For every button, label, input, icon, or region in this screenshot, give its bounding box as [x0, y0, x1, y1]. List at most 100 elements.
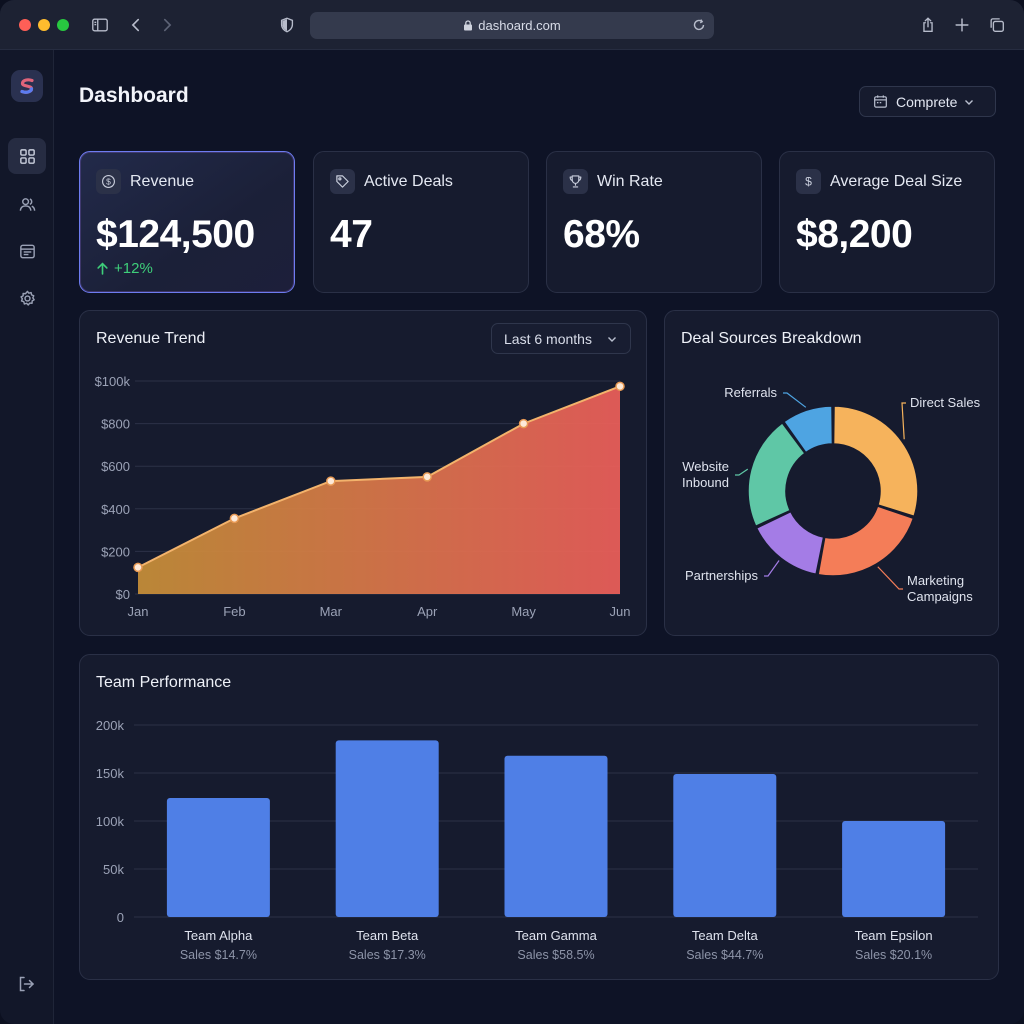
- team-bar: [842, 821, 946, 917]
- donut-slice: [817, 505, 915, 577]
- donut-slice: [832, 405, 919, 518]
- team-sales-label: Sales $17.3%: [349, 948, 426, 962]
- team-label: Team Epsilon: [855, 928, 933, 943]
- chevron-down-icon: [965, 100, 973, 105]
- data-point: [518, 418, 529, 429]
- dashboard-icon: [19, 148, 35, 164]
- data-point: [615, 381, 625, 392]
- team-label: Team Gamma: [515, 928, 597, 943]
- sidebar-item-reports[interactable]: [8, 233, 46, 269]
- logout-icon[interactable]: [16, 974, 36, 994]
- sidebar-item-dashboard[interactable]: [8, 138, 46, 174]
- slice-label: Partnerships: [685, 568, 758, 583]
- team-bar: [504, 755, 608, 917]
- revenue-trend-title: Revenue Trend: [96, 330, 206, 347]
- deal-sources-title: Deal Sources Breakdown: [681, 330, 862, 347]
- sidebar: [0, 50, 54, 1024]
- arrow-up-icon: [97, 262, 108, 275]
- dollar-icon: $: [96, 169, 121, 194]
- sidebar-item-settings[interactable]: [8, 280, 46, 316]
- minimize-window-button[interactable]: [38, 19, 50, 31]
- url-text: dashoard.com: [478, 18, 561, 33]
- sidebar-toggle-icon[interactable]: [89, 14, 111, 36]
- revenue-trend-card: Revenue Trend Last 6 months $0 $200 $400 $6…: [79, 310, 647, 636]
- kpi-card-active-deals[interactable]: Active Deals 47: [313, 151, 529, 293]
- kpi-label: Average Deal Size: [830, 173, 963, 190]
- team-sales-label: Sales $58.5%: [517, 948, 594, 962]
- team-sales-label: Sales $20.1%: [855, 948, 932, 962]
- donut-slice: [755, 510, 825, 576]
- leader-line: [901, 402, 906, 440]
- kpi-value: 47: [330, 213, 373, 256]
- new-tab-icon[interactable]: [951, 14, 973, 36]
- slice-label: Campaigns: [907, 589, 973, 604]
- data-point: [133, 562, 143, 573]
- x-tick-label: Feb: [223, 604, 245, 619]
- x-tick-label: Apr: [417, 604, 438, 619]
- leader-line: [735, 468, 749, 476]
- kpi-delta: +12%: [96, 260, 153, 277]
- users-icon: [19, 197, 35, 211]
- y-tick-label: $800: [101, 417, 130, 432]
- y-tick-label: $400: [101, 502, 130, 517]
- team-label: Team Alpha: [184, 928, 253, 943]
- donut-slice: [747, 421, 806, 528]
- slice-label: Direct Sales: [910, 395, 981, 410]
- sidebar-item-users[interactable]: [8, 186, 46, 222]
- revenue-line: [137, 385, 621, 569]
- slice-label: Inbound: [682, 475, 729, 490]
- team-performance-card: Team Performance 0 50k 100k 150k 200k Team Al…: [79, 654, 999, 980]
- date-filter-dropdown[interactable]: Comprete: [859, 86, 996, 117]
- tabs-icon[interactable]: [986, 14, 1008, 36]
- maximize-window-button[interactable]: [57, 19, 69, 31]
- x-tick-label: Mar: [320, 604, 343, 619]
- y-tick-label: $200: [101, 544, 130, 559]
- app-logo[interactable]: [11, 70, 43, 102]
- team-performance-chart: 0 50k 100k 150k 200k Team Alpha Sales $14.7% Te…: [96, 718, 978, 962]
- tag-icon: [330, 169, 355, 194]
- calendar-icon: [874, 95, 887, 108]
- kpi-card-average-deal-size[interactable]: $ Average Deal Size $8,200: [779, 151, 995, 293]
- y-tick-label: 200k: [96, 718, 125, 733]
- kpi-delta-text: +12%: [114, 260, 153, 277]
- kpi-card-revenue[interactable]: $ Revenue $124,500 +12%: [79, 151, 295, 293]
- leader-line: [877, 566, 903, 590]
- y-tick-label: $0: [116, 587, 130, 602]
- address-bar[interactable]: dashoard.com: [310, 12, 714, 39]
- team-label: Team Delta: [692, 928, 759, 943]
- close-window-button[interactable]: [19, 19, 31, 31]
- slice-label: Referrals: [724, 385, 777, 400]
- kpi-card-win-rate[interactable]: Win Rate 68%: [546, 151, 762, 293]
- slice-label: Website: [682, 459, 729, 474]
- reports-icon: [19, 244, 35, 258]
- svg-text:$: $: [805, 175, 812, 189]
- x-tick-label: May: [511, 604, 536, 619]
- range-dropdown[interactable]: Last 6 months: [491, 323, 631, 354]
- gear-icon: [19, 290, 35, 306]
- share-icon[interactable]: [917, 14, 939, 36]
- x-tick-label: Jun: [610, 604, 631, 619]
- forward-icon[interactable]: [156, 14, 178, 36]
- team-bar: [166, 797, 270, 917]
- range-value: Last 6 months: [504, 330, 592, 347]
- shield-icon[interactable]: [276, 14, 298, 36]
- team-label: Team Beta: [356, 928, 419, 943]
- data-point: [422, 472, 432, 482]
- trophy-icon: [563, 169, 588, 194]
- dollar-icon: $: [796, 169, 821, 194]
- svg-text:$: $: [106, 177, 111, 187]
- kpi-value: $8,200: [796, 213, 913, 256]
- reload-icon[interactable]: [691, 17, 707, 33]
- kpi-label: Win Rate: [597, 173, 663, 190]
- browser-toolbar: dashoard.com: [0, 0, 1024, 50]
- kpi-label: Revenue: [130, 173, 195, 190]
- back-icon[interactable]: [125, 14, 147, 36]
- date-filter-value: Comprete: [896, 93, 958, 110]
- main-content: Dashboard Comprete $ Revenue $124,500 +1…: [55, 50, 1024, 1024]
- leader-line: [783, 392, 807, 408]
- revenue-trend-chart: $0 $200 $400 $600 $800 $100k Jan Feb Mar Apr May Ju…: [95, 374, 631, 619]
- y-tick-label: 100k: [96, 814, 125, 829]
- team-sales-label: Sales $44.7%: [686, 948, 763, 962]
- team-sales-label: Sales $14.7%: [180, 948, 257, 962]
- deal-sources-card: Deal Sources Breakdown Direct Sales Marke…: [664, 310, 999, 636]
